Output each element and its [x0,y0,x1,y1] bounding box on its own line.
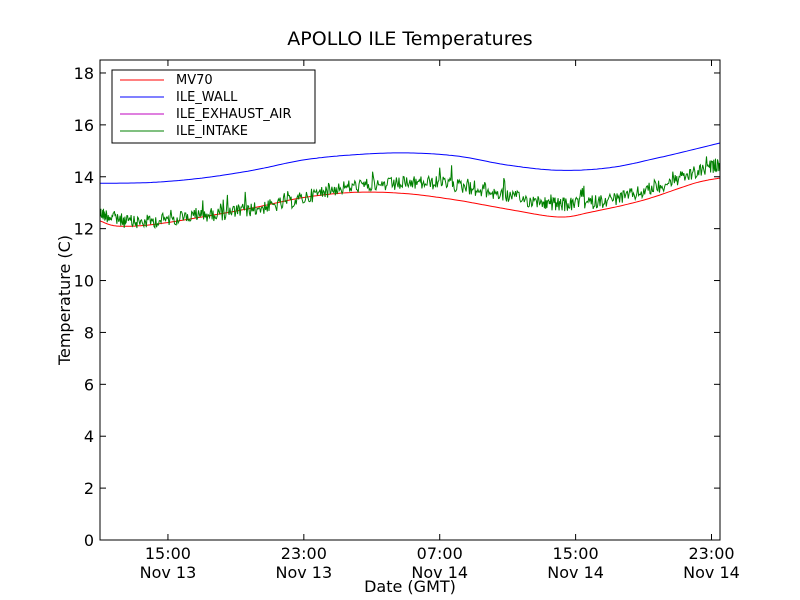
series-line-ile-wall [100,142,721,184]
x-tick-label-date: Nov 13 [275,563,332,582]
y-tick-label: 2 [84,479,94,498]
legend-label: ILE_WALL [176,90,238,105]
y-tick-label: 12 [74,220,94,239]
series-line-mv70 [99,177,721,227]
y-tick-label: 10 [74,272,94,291]
x-tick-label-date: Nov 14 [683,563,740,582]
x-axis-label: Date (GMT) [364,577,456,596]
x-tick-label-date: Nov 14 [411,563,468,582]
x-tick-label-time: 07:00 [417,544,463,563]
x-tick-label-date: Nov 14 [547,563,604,582]
y-tick-label: 14 [74,168,94,187]
y-tick-label: 8 [84,323,94,342]
series-layer [99,142,721,230]
x-tick-label-time: 23:00 [688,544,734,563]
chart-title: APOLLO ILE Temperatures [287,28,532,50]
y-tick-label: 4 [84,427,94,446]
y-tick-label: 6 [84,375,94,394]
legend-label: ILE_EXHAUST_AIR [176,107,292,122]
x-tick-label-time: 15:00 [145,544,191,563]
plot-frame [99,59,721,541]
y-tick-label: 18 [74,64,94,83]
x-tick-label-date: Nov 13 [140,563,197,582]
legend-label: ILE_INTAKE [176,124,248,139]
legend-label: MV70 [176,73,213,88]
y-axis-label: Temperature (C) [55,235,74,366]
y-tick-label: 16 [74,116,94,135]
x-tick-label-time: 15:00 [553,544,599,563]
x-tick-label-time: 23:00 [281,544,327,563]
series-line-ile-intake [99,156,721,230]
legend: MV70 ILE_WALL ILE_EXHAUST_AIR ILE_INTAKE [111,69,316,144]
y-tick-label: 0 [84,531,94,550]
